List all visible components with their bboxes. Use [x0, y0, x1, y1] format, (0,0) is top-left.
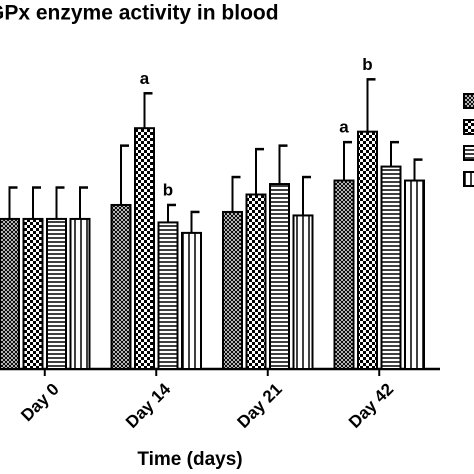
- bar: [22, 217, 44, 370]
- annotation: a: [339, 118, 349, 137]
- x-tick-label: Day 0: [17, 380, 63, 426]
- bar: [181, 231, 202, 370]
- bar: [222, 210, 243, 370]
- bar: [0, 217, 20, 370]
- x-tick-label: Day 14: [122, 379, 175, 432]
- bar: [110, 203, 132, 370]
- legend-swatch: [463, 119, 474, 135]
- annotation: b: [362, 55, 372, 74]
- x-axis-label: Time (days): [137, 449, 242, 470]
- bar: [380, 165, 402, 370]
- bar: [245, 193, 267, 370]
- x-tick-label: Day 42: [345, 380, 397, 432]
- bar: [333, 179, 355, 370]
- x-tick-label: Day 21: [234, 380, 286, 432]
- annotation: b: [163, 180, 173, 199]
- bar: [357, 130, 378, 370]
- bar: [292, 214, 314, 370]
- bar: [157, 221, 179, 370]
- legend-swatch: [463, 171, 474, 187]
- legend-swatch: [463, 93, 474, 109]
- bar: [134, 127, 155, 370]
- bar: [69, 217, 91, 370]
- annotation: a: [140, 69, 150, 88]
- bar: [46, 217, 67, 370]
- bar: [404, 179, 425, 370]
- legend-swatch: [463, 145, 474, 161]
- bar: [269, 183, 290, 370]
- chart-title: GPx enzyme activity in blood: [0, 2, 279, 25]
